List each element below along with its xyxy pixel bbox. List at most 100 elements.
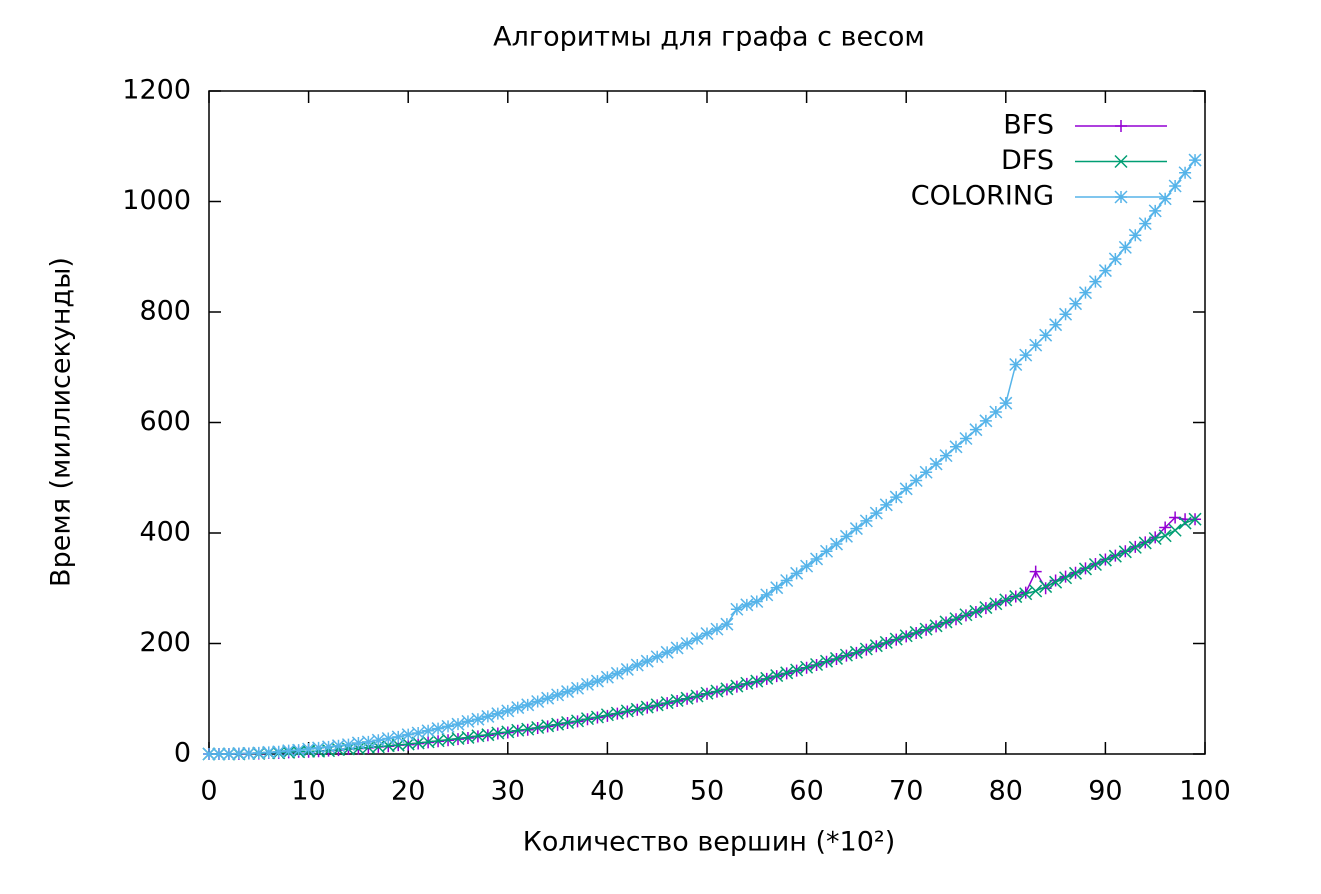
point-marker xyxy=(790,566,804,580)
point-marker xyxy=(710,622,724,636)
y-tick-label: 1200 xyxy=(122,75,191,106)
point-marker xyxy=(282,744,296,758)
point-marker xyxy=(590,674,604,688)
point-marker xyxy=(740,598,754,612)
point-marker xyxy=(242,746,256,760)
point-marker xyxy=(979,414,993,428)
x-tick-label: 0 xyxy=(200,776,217,807)
x-tick-label: 60 xyxy=(789,776,823,807)
point-marker xyxy=(610,706,624,720)
point-marker xyxy=(730,602,744,616)
point-marker xyxy=(750,674,764,688)
point-marker xyxy=(1039,580,1053,594)
point-marker xyxy=(899,629,913,643)
point-marker xyxy=(381,731,395,746)
point-marker xyxy=(939,449,953,463)
point-marker xyxy=(1158,529,1172,543)
point-marker xyxy=(929,619,943,633)
point-marker xyxy=(670,641,684,655)
point-marker xyxy=(770,669,784,683)
x-tick-label: 40 xyxy=(590,776,624,807)
point-marker xyxy=(1178,166,1192,180)
point-marker xyxy=(292,743,306,757)
legend-label: DFS xyxy=(1001,145,1054,176)
point-marker xyxy=(551,688,565,702)
point-marker xyxy=(839,529,853,543)
point-marker xyxy=(790,663,804,677)
point-marker xyxy=(690,689,704,703)
point-marker xyxy=(590,710,604,724)
y-tick-label: 1000 xyxy=(122,185,191,216)
point-marker xyxy=(859,514,873,528)
point-marker xyxy=(391,730,405,744)
point-marker xyxy=(660,696,674,710)
point-marker xyxy=(849,522,863,536)
x-tick-label: 100 xyxy=(1179,776,1231,807)
point-marker xyxy=(800,660,814,674)
point-marker xyxy=(999,593,1013,607)
y-tick-label: 400 xyxy=(139,517,191,548)
point-marker xyxy=(829,537,844,551)
point-marker xyxy=(1029,584,1043,598)
point-marker xyxy=(899,482,913,496)
point-marker xyxy=(511,701,525,715)
point-marker xyxy=(969,604,983,618)
point-marker xyxy=(720,682,734,696)
point-marker xyxy=(909,625,923,639)
point-marker xyxy=(989,405,1003,419)
point-marker xyxy=(959,431,973,446)
point-marker xyxy=(252,746,266,760)
point-marker xyxy=(541,691,555,705)
point-marker xyxy=(272,745,286,759)
point-marker xyxy=(312,741,326,755)
point-marker xyxy=(1118,240,1132,254)
point-marker xyxy=(441,719,455,733)
x-tick-label: 90 xyxy=(1088,776,1122,807)
point-marker xyxy=(1009,357,1023,372)
point-marker xyxy=(1158,192,1172,206)
point-marker xyxy=(1019,348,1033,362)
point-marker xyxy=(1168,523,1182,537)
point-marker xyxy=(570,714,585,728)
point-marker xyxy=(740,676,754,690)
point-marker xyxy=(1068,297,1083,311)
point-marker xyxy=(411,726,425,740)
y-axis-label: Время (миллисекунды) xyxy=(46,257,77,587)
point-marker xyxy=(730,679,744,693)
point-marker xyxy=(919,465,933,479)
point-marker xyxy=(780,573,794,588)
point-marker xyxy=(710,684,724,698)
point-marker xyxy=(1128,228,1142,242)
point-marker xyxy=(1009,590,1023,604)
point-marker xyxy=(1098,264,1112,278)
point-marker xyxy=(1068,566,1083,580)
point-marker xyxy=(700,627,714,641)
point-marker xyxy=(919,622,933,636)
point-marker xyxy=(760,588,774,602)
x-tick-label: 70 xyxy=(889,776,923,807)
legend-marker xyxy=(1115,120,1127,132)
point-marker xyxy=(481,709,495,723)
point-marker xyxy=(690,631,704,646)
point-marker xyxy=(1049,318,1063,332)
x-tick-label: 20 xyxy=(391,776,425,807)
point-marker xyxy=(819,654,834,668)
point-marker xyxy=(1108,549,1122,563)
point-marker xyxy=(700,686,714,700)
point-marker xyxy=(600,670,614,684)
point-marker xyxy=(810,552,824,566)
point-marker xyxy=(401,728,415,742)
point-marker xyxy=(650,650,664,664)
point-marker xyxy=(959,608,973,622)
point-marker xyxy=(949,612,963,626)
point-marker xyxy=(1098,553,1112,567)
point-marker xyxy=(1118,545,1132,559)
point-marker xyxy=(1188,512,1202,526)
x-tick-label: 50 xyxy=(690,776,724,807)
point-marker xyxy=(889,632,903,646)
point-marker xyxy=(810,657,824,672)
point-marker xyxy=(1108,252,1122,266)
point-marker xyxy=(969,423,983,437)
point-marker xyxy=(451,717,465,731)
